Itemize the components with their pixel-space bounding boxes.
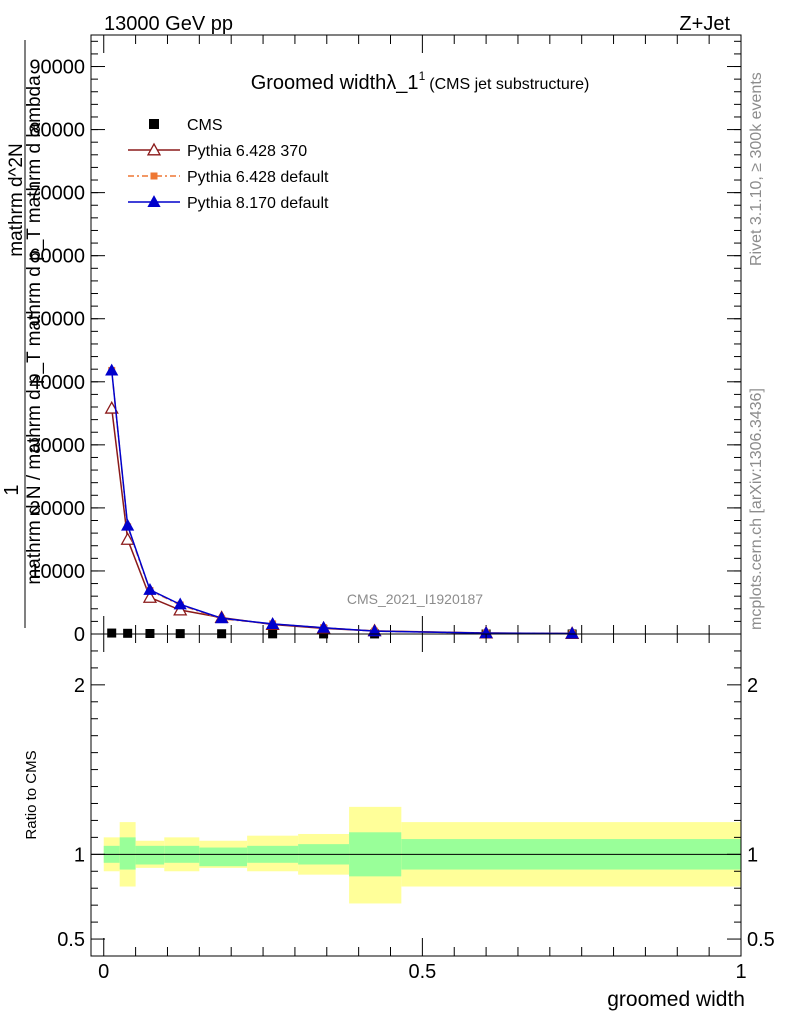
y-tick-label: 30000 xyxy=(29,435,85,457)
data-point xyxy=(145,628,155,638)
ratio-y-tick-label: 2 xyxy=(74,675,85,697)
data-point xyxy=(120,532,135,545)
main-y-axis: 0 10000 20000 30000 40000 50000 60000 70000 8000… xyxy=(29,40,741,646)
main-series-group xyxy=(104,363,580,639)
legend-marker xyxy=(150,172,158,180)
y-tick-label: 80000 xyxy=(29,120,85,142)
ratio-y-tick-label: 1 xyxy=(74,844,85,866)
ratio-plot-panel: 0.5 0.51 12 2 0 0.5 1 Ratio to CMS groomed wi… xyxy=(23,633,775,1011)
data-point xyxy=(105,363,119,376)
energy-label: 13000 GeV pp xyxy=(104,13,233,35)
series-line xyxy=(110,370,573,635)
ratio-y-tick-label: 0.5 xyxy=(57,929,85,951)
main-plot-panel: 0 10000 20000 30000 40000 50000 60000 70000 8000… xyxy=(29,34,742,646)
watermark-label: CMS_2021_I1920187 xyxy=(347,591,483,607)
main-y-axis-label: 1 mathrm d N / mathrm d p_T mathrm d p_T… xyxy=(1,40,45,628)
data-point xyxy=(123,628,133,638)
legend-entry-2: Pythia 6.428 default xyxy=(128,169,329,186)
y-tick-label: 70000 xyxy=(29,183,85,205)
data-point xyxy=(142,590,158,603)
y-label-d2n: mathrm d^2N xyxy=(6,143,27,256)
legend-label: CMS xyxy=(187,117,223,134)
ratio-bands xyxy=(103,806,741,904)
ratio-band-inner xyxy=(135,845,165,865)
legend-label: Pythia 8.170 default xyxy=(187,195,329,212)
legend: CMS Pythia 6.428 370 Pythia 6.428 default P… xyxy=(128,117,329,212)
data-point xyxy=(104,400,119,414)
series-3 xyxy=(105,363,579,639)
x-tick-label: 0 xyxy=(98,961,109,983)
plot-title: Groomed widthλ_11 (CMS jet substructure) xyxy=(251,69,590,94)
legend-label: Pythia 6.428 370 xyxy=(187,143,307,160)
y-label-one: 1 xyxy=(1,484,23,495)
legend-entry-0: CMS xyxy=(149,117,223,134)
x-tick-label: 0.5 xyxy=(408,961,436,983)
rivet-version-label: Rivet 3.1.10, ≥ 300k events xyxy=(748,72,765,266)
y-tick-label: 50000 xyxy=(29,309,85,331)
x-tick-label: 1 xyxy=(735,961,746,983)
legend-entry-3: Pythia 8.170 default xyxy=(128,195,329,212)
ratio-y-axis-label: Ratio to CMS xyxy=(23,750,40,839)
legend-marker xyxy=(146,142,162,156)
x-axis-label: groomed width xyxy=(607,988,745,1011)
ratio-y-axis: 0.5 0.5 1 1 2 2 xyxy=(57,650,775,951)
legend-entry-1: Pythia 6.428 370 xyxy=(128,142,307,160)
y-tick-label: 20000 xyxy=(29,498,85,520)
plot-title-main: Groomed widthλ_1 xyxy=(251,72,419,94)
y-tick-label: 90000 xyxy=(29,57,85,79)
data-point xyxy=(143,583,157,595)
ratio-band-inner xyxy=(199,847,248,867)
data-point xyxy=(173,597,187,610)
ratio-band-inner xyxy=(119,837,136,870)
data-point xyxy=(367,624,382,637)
legend-swatch xyxy=(149,119,159,129)
process-label: Z+Jet xyxy=(679,13,730,35)
x-axis: 0 0.5 1 xyxy=(98,634,747,983)
plot-title-note: (CMS jet substructure) xyxy=(429,76,589,93)
ratio-plot-frame xyxy=(90,633,742,957)
series-2 xyxy=(108,366,576,637)
ratio-y-tick-label-right: 1 xyxy=(747,844,758,866)
y-tick-label: 10000 xyxy=(29,561,85,583)
ratio-y-tick-label-right: 2 xyxy=(747,675,758,697)
y-tick-label: 0 xyxy=(74,624,85,646)
y-label-numerator: mathrm d N / mathrm d p_T mathrm d p_T m… xyxy=(24,75,45,585)
y-tick-label: 60000 xyxy=(29,246,85,268)
data-point xyxy=(215,611,229,624)
data-point xyxy=(565,626,579,639)
data-point xyxy=(173,602,188,616)
y-tick-label: 40000 xyxy=(29,372,85,394)
legend-marker xyxy=(147,195,161,208)
mcplots-source-label: mcplots.cern.ch [arXiv:1306.3436] xyxy=(748,388,765,630)
data-point xyxy=(107,628,117,638)
series-line xyxy=(110,370,573,635)
data-point xyxy=(316,620,331,633)
data-point xyxy=(266,617,280,629)
plot-title-superscript: 1 xyxy=(419,69,426,83)
data-point xyxy=(121,518,135,531)
ratio-y-tick-label-right: 0.5 xyxy=(747,929,775,951)
legend-label: Pythia 6.428 default xyxy=(187,169,329,186)
